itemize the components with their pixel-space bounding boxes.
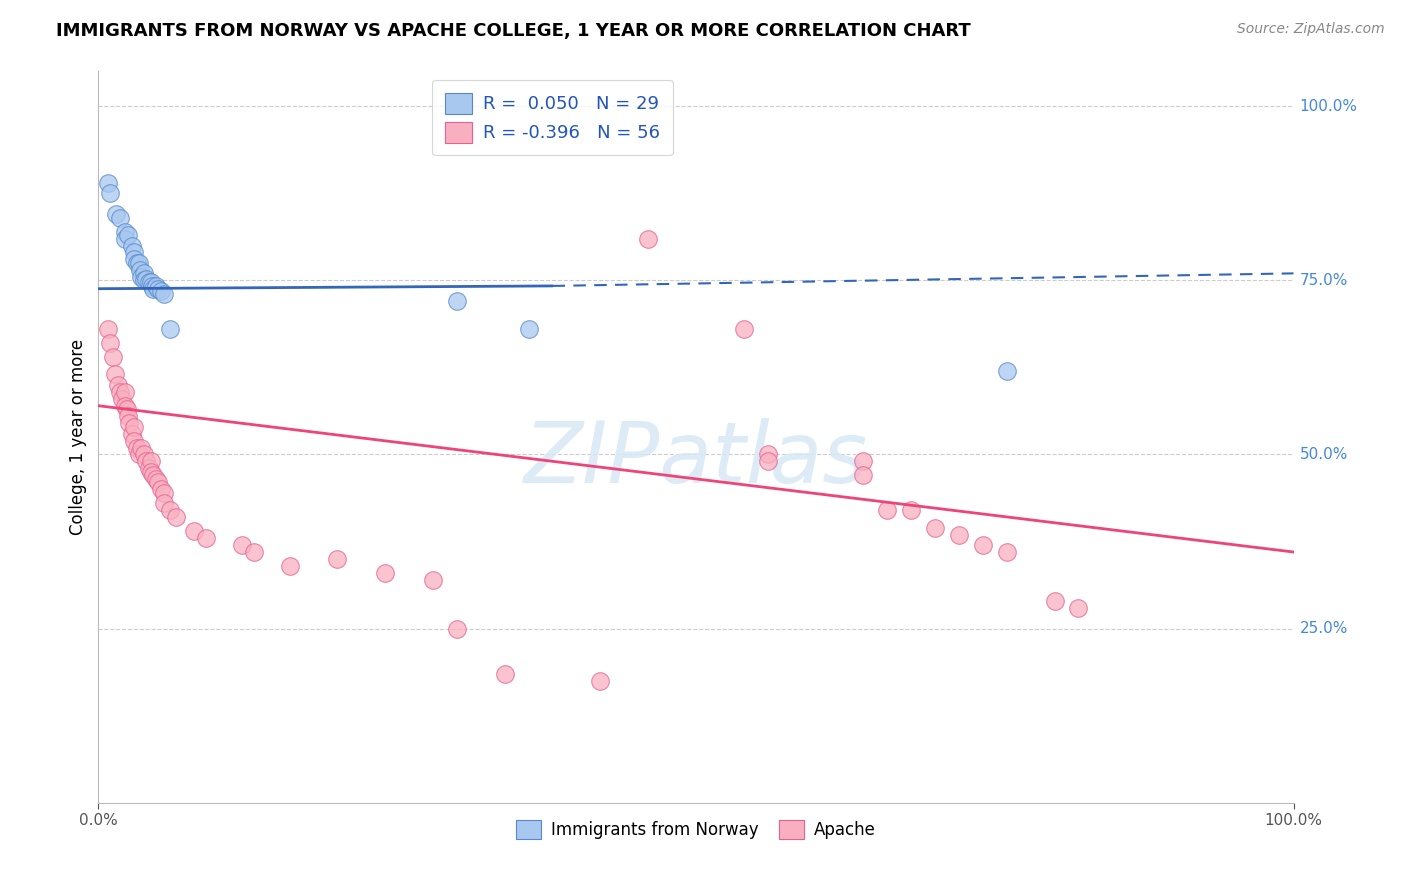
Point [142,282,165,296]
Legend: Immigrants from Norway, Apache: Immigrants from Norway, Apache [509,814,883,846]
Point [114,225,136,239]
Point [115,402,138,417]
Point [114,399,136,413]
Point [131,269,153,284]
Point [876,503,898,517]
Text: 75.0%: 75.0% [1299,273,1348,288]
Point [165,510,187,524]
Point [153,287,176,301]
Point [243,545,266,559]
Point [117,228,139,243]
Point [128,448,150,462]
Text: 100.0%: 100.0% [1299,99,1358,113]
Point [114,231,136,245]
Point [135,272,157,286]
Point [589,673,612,688]
Point [128,256,150,270]
Point [149,483,172,497]
Point [159,503,181,517]
Point [107,377,129,392]
Point [104,368,127,382]
Point [108,384,131,399]
Point [948,527,970,541]
Point [153,485,176,500]
Point [141,279,163,293]
Point [446,622,468,636]
Point [132,448,155,462]
Text: IMMIGRANTS FROM NORWAY VS APACHE COLLEGE, 1 YEAR OR MORE CORRELATION CHART: IMMIGRANTS FROM NORWAY VS APACHE COLLEGE… [56,22,972,40]
Text: Source: ZipAtlas.com: Source: ZipAtlas.com [1237,22,1385,37]
Point [139,465,162,479]
Point [422,573,444,587]
Point [446,294,468,309]
Point [97,176,120,190]
Point [114,384,136,399]
Point [231,538,253,552]
Point [121,426,143,441]
Point [733,322,755,336]
Point [326,552,349,566]
Point [125,256,148,270]
Point [131,441,153,455]
Point [105,207,128,221]
Point [900,503,922,517]
Point [101,350,124,364]
Point [145,472,167,486]
Point [124,252,146,267]
Point [517,322,540,336]
Text: 25.0%: 25.0% [1299,621,1348,636]
Point [756,454,779,468]
Point [494,667,516,681]
Point [159,322,181,336]
Point [183,524,205,538]
Point [139,454,162,468]
Point [1043,594,1066,608]
Point [117,409,139,424]
Point [97,322,120,336]
Point [972,538,994,552]
Point [132,273,155,287]
Point [142,468,165,483]
Point [98,186,122,201]
Point [108,211,131,225]
Point [129,263,152,277]
Point [195,531,218,545]
Point [132,266,155,280]
Point [924,521,946,535]
Point [139,275,162,289]
Point [138,461,160,475]
Point [995,364,1018,378]
Point [111,392,134,406]
Point [153,496,176,510]
Point [98,336,122,351]
Point [148,475,170,490]
Point [1067,600,1090,615]
Point [278,558,301,573]
Point [118,416,141,430]
Point [637,231,659,245]
Point [995,545,1018,559]
Point [124,245,146,260]
Text: ZIPatlas: ZIPatlas [524,417,868,500]
Point [852,454,875,468]
Y-axis label: College, 1 year or more: College, 1 year or more [69,339,87,535]
Point [148,282,170,296]
Point [124,419,146,434]
Point [149,284,172,298]
Point [138,275,160,289]
Point [135,454,157,468]
Point [121,238,143,252]
Point [125,441,148,455]
Point [374,566,396,580]
Text: 50.0%: 50.0% [1299,447,1348,462]
Point [124,434,146,448]
Point [852,468,875,483]
Point [756,448,779,462]
Point [145,279,167,293]
